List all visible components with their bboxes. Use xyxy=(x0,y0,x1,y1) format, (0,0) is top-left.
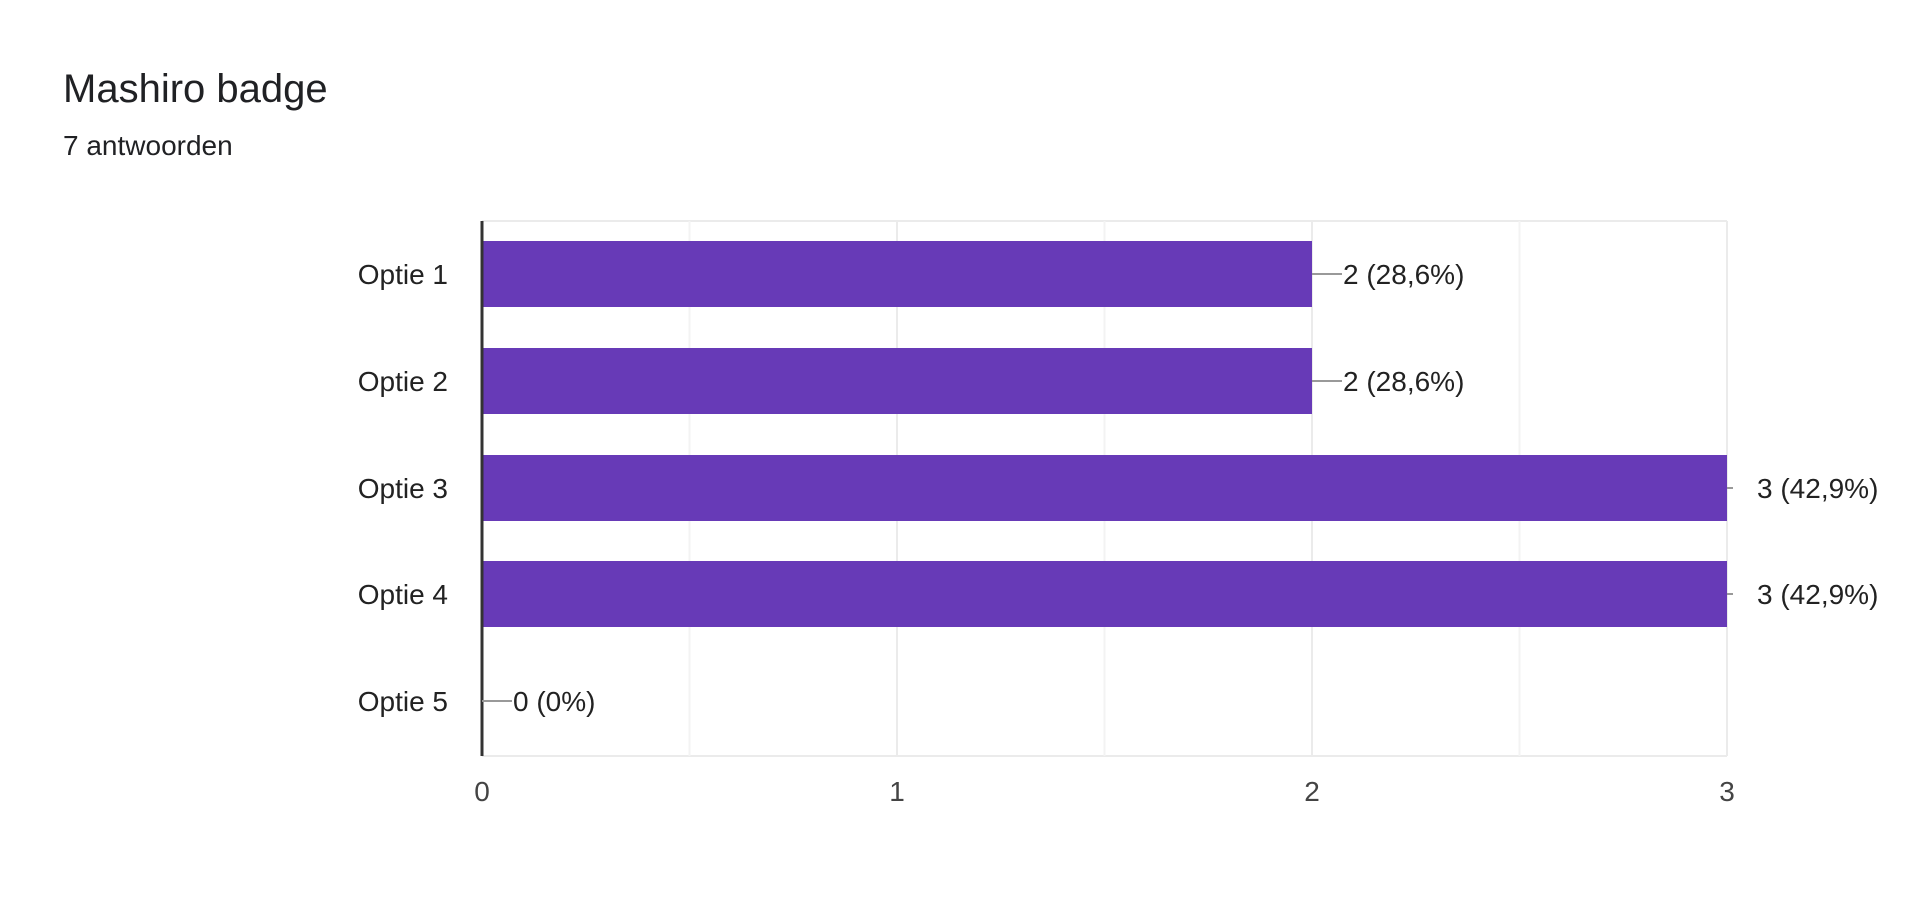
data-label: 2 (28,6%) xyxy=(1343,259,1464,290)
category-label: Optie 2 xyxy=(358,366,448,397)
question-header: Mashiro badge 7 antwoorden xyxy=(63,62,328,166)
axis-layer: 0 1 2 3 xyxy=(474,221,1735,807)
bar xyxy=(482,561,1727,627)
bar xyxy=(482,348,1312,414)
category-label: Optie 1 xyxy=(358,259,448,290)
category-label: Optie 3 xyxy=(358,473,448,504)
category-label: Optie 4 xyxy=(358,579,448,610)
data-label: 3 (42,9%) xyxy=(1757,473,1878,504)
response-count: 7 antwoorden xyxy=(63,130,233,161)
labels-layer: 2 (28,6%) Optie 1 2 (28,6%) Optie 2 3 (42,9%… xyxy=(358,259,1879,717)
x-tick-label: 2 xyxy=(1304,776,1320,807)
bar xyxy=(482,241,1312,307)
data-label: 0 (0%) xyxy=(513,686,595,717)
question-title: Mashiro badge xyxy=(63,67,328,111)
x-tick-label: 3 xyxy=(1719,776,1735,807)
bars-layer xyxy=(482,241,1727,627)
category-label: Optie 5 xyxy=(358,686,448,717)
bar xyxy=(482,455,1727,521)
x-tick-label: 0 xyxy=(474,776,490,807)
x-tick-label: 1 xyxy=(889,776,905,807)
data-label: 3 (42,9%) xyxy=(1757,579,1878,610)
data-label: 2 (28,6%) xyxy=(1343,366,1464,397)
